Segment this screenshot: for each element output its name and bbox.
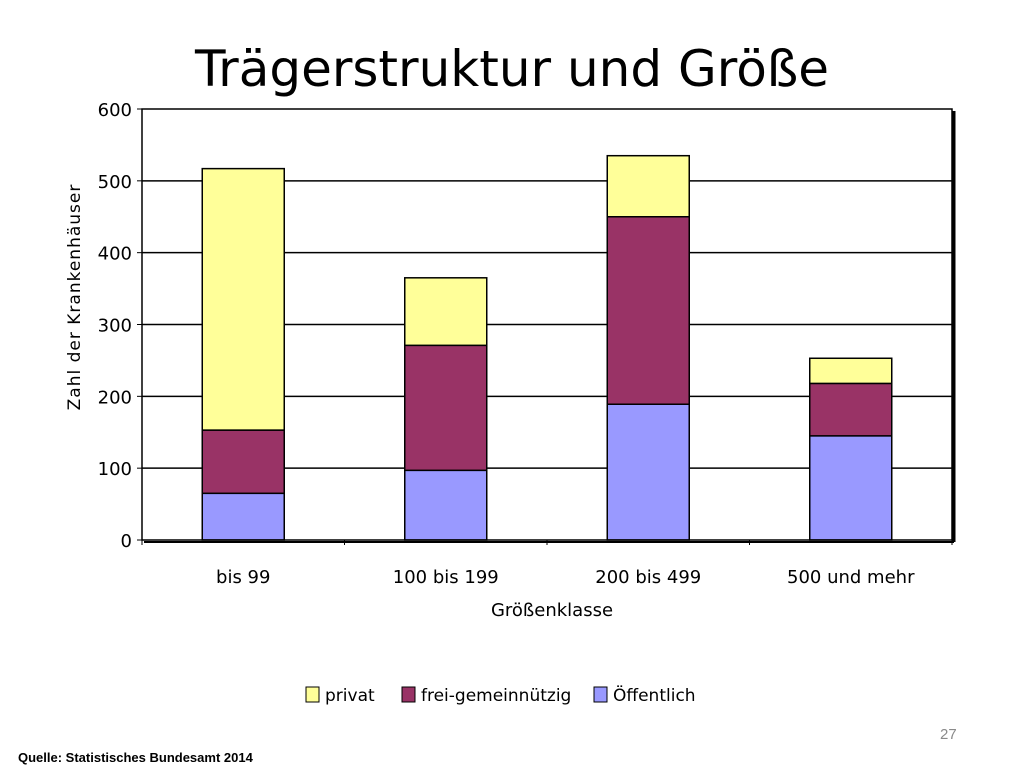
- y-tick-label: 600: [98, 100, 132, 121]
- y-tick-label: 0: [121, 531, 132, 552]
- legend-label-privat: privat: [325, 686, 375, 706]
- legend-swatch-privat: [305, 686, 320, 703]
- legend-label-offentlich: Öffentlich: [613, 684, 696, 706]
- bar-segment-privat: [201, 167, 285, 431]
- y-tick-label: 300: [98, 316, 132, 337]
- y-tick-label: 500: [98, 172, 132, 193]
- legend-label-frei-gemeinnutzig: frei-gemeinnützig: [421, 686, 571, 706]
- slide-title: Trägerstruktur und Größe: [194, 40, 830, 98]
- x-axis-label: Größenklasse: [491, 600, 613, 621]
- bar-segment-offentlich: [606, 403, 690, 541]
- y-axis-label: Zahl der Krankenhäuser: [65, 184, 85, 411]
- y-tick-labels: 0 100 200 300 400 500 600: [98, 100, 132, 552]
- page-number: 27: [940, 726, 957, 743]
- legend-swatch-frei-gemeinnutzig: [401, 686, 416, 703]
- x-tick-label: 100 bis 199: [393, 567, 499, 588]
- x-tick-label: bis 99: [216, 567, 270, 588]
- x-tick-labels: bis 99 100 bis 199 200 bis 499 500 und mehr: [216, 567, 915, 588]
- bars: [201, 154, 893, 541]
- legend: privat frei-gemeinnützig Öffentlich: [305, 684, 696, 706]
- y-tick-label: 200: [98, 387, 132, 408]
- bar-segment-privat: [809, 357, 893, 385]
- axes: [137, 108, 956, 545]
- bar-segment-privat: [404, 277, 488, 347]
- bar-segment-privat: [606, 154, 690, 218]
- legend-swatch-offentlich: [593, 686, 608, 703]
- y-tick-label: 400: [98, 244, 132, 265]
- x-tick-label: 200 bis 499: [595, 567, 701, 588]
- source-note: Quelle: Statistisches Bundesamt 2014: [18, 750, 253, 765]
- bar-segment-frei-gemeinnutzig: [404, 344, 488, 472]
- bar-segment-offentlich: [809, 435, 893, 541]
- bar-segment-offentlich: [201, 492, 285, 541]
- x-tick-label: 500 und mehr: [787, 567, 915, 588]
- y-tick-label: 100: [98, 459, 132, 480]
- bar-segment-frei-gemeinnutzig: [809, 382, 893, 437]
- bar-segment-frei-gemeinnutzig: [606, 216, 690, 405]
- bar-segment-frei-gemeinnutzig: [201, 429, 285, 495]
- bar-segment-offentlich: [404, 469, 488, 541]
